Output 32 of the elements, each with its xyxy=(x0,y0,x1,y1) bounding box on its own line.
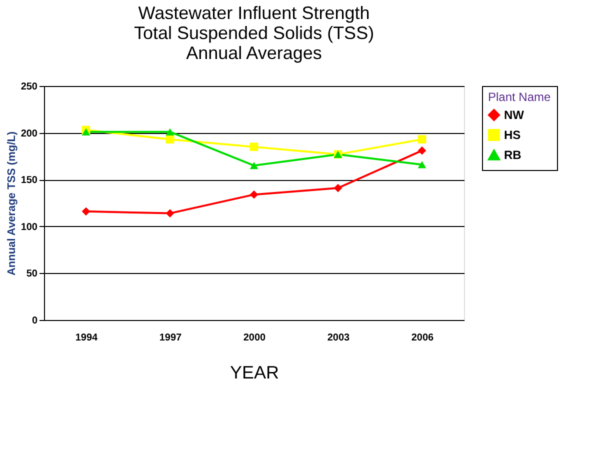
x-tick-label: 1994 xyxy=(75,332,98,344)
x-axis-title: YEAR xyxy=(230,362,280,382)
text: Wastewater Influent Strength xyxy=(138,3,370,23)
y-axis-title: Annual Average TSS (mg/L) xyxy=(6,131,18,276)
point xyxy=(82,128,90,136)
y-tick-label: 200 xyxy=(20,128,38,140)
point xyxy=(334,184,342,192)
y-tick-label: 250 xyxy=(20,82,38,92)
point xyxy=(418,135,426,144)
y-tick-label: 150 xyxy=(20,175,38,186)
legend-label: NW xyxy=(504,108,525,122)
point xyxy=(250,190,258,199)
point xyxy=(82,207,90,216)
legend-label: HS xyxy=(504,128,521,142)
x-tick-label: 1997 xyxy=(159,332,182,344)
point xyxy=(166,135,174,144)
legend-title: Plant Name xyxy=(488,90,552,104)
point xyxy=(250,162,258,170)
point xyxy=(418,146,426,155)
legend-label: RB xyxy=(504,148,522,162)
x-tick-label: 2006 xyxy=(411,332,434,344)
point xyxy=(166,209,174,218)
text: Total Suspended Solids (TSS) xyxy=(134,23,374,43)
x-tick-label: 2003 xyxy=(327,332,350,344)
text: Annual Averages xyxy=(186,43,322,63)
y-tick-label: 50 xyxy=(26,268,38,280)
y-tick-label: 100 xyxy=(20,222,38,233)
point xyxy=(418,161,426,168)
y-tick-label: 0 xyxy=(32,316,38,326)
x-tick-label: 2000 xyxy=(243,332,266,344)
point xyxy=(166,128,174,136)
point xyxy=(250,142,258,152)
